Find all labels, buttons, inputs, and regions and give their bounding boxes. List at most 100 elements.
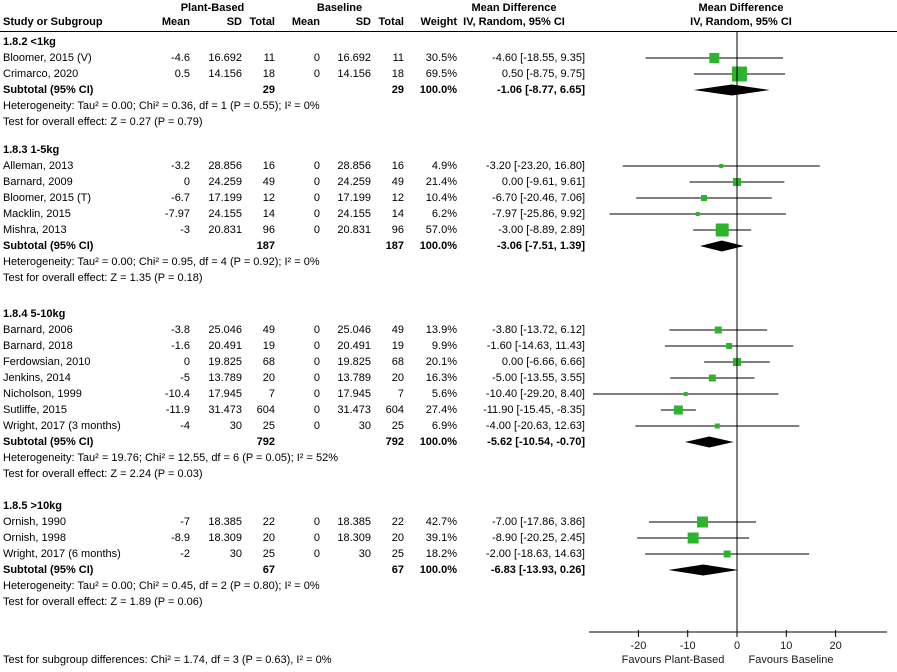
baseline-sd: 13.789: [337, 372, 371, 384]
baseline-sd: 24.155: [337, 208, 371, 220]
weight: 6.9%: [431, 420, 457, 432]
baseline-sd: 28.856: [337, 160, 371, 172]
plant-mean: 0: [183, 176, 190, 188]
plant-total: 604: [256, 404, 275, 416]
baseline-mean: 0: [313, 356, 320, 368]
subtotal-md-ci-text: -3.06 [-7.51, 1.39]: [496, 240, 585, 252]
baseline-sd: 17.945: [337, 388, 371, 400]
weight: 9.9%: [431, 340, 457, 352]
study-row: Mishra, 2013 -3 20.831 96 0 20.831 96 57.0% -3.0…: [0, 222, 897, 238]
baseline-mean: 0: [313, 52, 320, 64]
plot-subtitle: IV, Random, 95% CI: [690, 16, 792, 28]
subtotal-plant-total: 67: [262, 564, 275, 576]
md-ci-text: 0.50 [-8.75, 9.75]: [501, 68, 585, 80]
subtotal-weight: 100.0%: [419, 84, 457, 96]
weight: 4.9%: [431, 160, 457, 172]
column-header-total-2: Total: [378, 16, 404, 28]
heterogeneity-row: Heterogeneity: Tau² = 19.76; Chi² = 12.5…: [0, 450, 897, 466]
subtotal-baseline-total: 792: [385, 436, 404, 448]
weight: 42.7%: [425, 516, 457, 528]
heterogeneity-row: Heterogeneity: Tau² = 0.00; Chi² = 0.95,…: [0, 254, 897, 270]
study-row: Ornish, 1998 -8.9 18.309 20 0 18.309 20 39.1% -8…: [0, 530, 897, 546]
effect-square: [714, 423, 720, 429]
subtotal-md-ci-text: -6.83 [-13.93, 0.26]: [490, 564, 585, 576]
baseline-total: 16: [391, 160, 404, 172]
baseline-total: 7: [397, 388, 404, 400]
baseline-mean: 0: [313, 388, 320, 400]
plant-mean: 0: [183, 356, 190, 368]
weight: 20.1%: [425, 356, 457, 368]
md-ci-text: 0.00 [-6.66, 6.66]: [501, 356, 585, 368]
weight: 21.4%: [425, 176, 457, 188]
baseline-sd: 18.385: [337, 516, 371, 528]
subtotal-baseline-total: 67: [391, 564, 404, 576]
md-ci-text: -4.60 [-18.55, 9.35]: [492, 52, 585, 64]
effect-square: [715, 223, 729, 237]
heterogeneity-text: Heterogeneity: Tau² = 0.00; Chi² = 0.45,…: [3, 580, 320, 592]
md-ci-text: -2.00 [-18.63, 14.63]: [485, 548, 585, 560]
baseline-sd: 30: [358, 548, 371, 560]
study-name: Macklin, 2015: [3, 208, 71, 220]
overall-effect-row: Test for overall effect: Z = 1.89 (P = 0…: [0, 594, 897, 610]
effect-square: [731, 66, 747, 82]
subtotal-row: Subtotal (95% CI) 67 67 100.0% -6.83 [-13.93…: [0, 562, 897, 578]
baseline-total: 11: [392, 52, 404, 64]
study-name: Barnard, 2006: [3, 324, 73, 336]
column-header-sd-2: SD: [355, 16, 371, 28]
effect-square: [700, 195, 707, 201]
weight: 57.0%: [425, 224, 457, 236]
baseline-sd: 24.259: [337, 176, 371, 188]
plant-sd: 14.156: [208, 68, 242, 80]
baseline-mean: 0: [313, 516, 320, 528]
plant-total: 49: [262, 176, 275, 188]
plant-total: 25: [262, 420, 275, 432]
plant-total: 22: [262, 516, 275, 528]
md-ci-text: -4.00 [-20.63, 12.63]: [485, 420, 585, 432]
study-row: Ferdowsian, 2010 0 19.825 68 0 19.825 68 20.1% 0…: [0, 354, 897, 370]
baseline-mean: 0: [313, 176, 320, 188]
column-header-md-ci: IV, Random, 95% CI: [463, 16, 565, 28]
study-name: Bloomer, 2015 (T): [3, 192, 92, 204]
md-ci-text: -3.00 [-8.89, 2.89]: [498, 224, 585, 236]
study-name: Alleman, 2013: [3, 160, 74, 172]
md-ci-text: -10.40 [-29.20, 8.40]: [485, 388, 585, 400]
baseline-total: 14: [391, 208, 404, 220]
plant-mean: -10.4: [164, 388, 190, 400]
plant-sd: 18.385: [208, 516, 242, 528]
heterogeneity-row: Heterogeneity: Tau² = 0.00; Chi² = 0.45,…: [0, 578, 897, 594]
baseline-sd: 17.199: [337, 192, 371, 204]
plant-mean: -3: [180, 224, 190, 236]
plant-mean: -4.6: [171, 52, 190, 64]
effect-square: [696, 516, 708, 528]
plant-sd: 20.831: [208, 224, 242, 236]
baseline-mean: 0: [313, 324, 320, 336]
column-group-mean-difference: Mean Difference: [471, 2, 557, 14]
baseline-sd: 16.692: [337, 52, 371, 64]
baseline-total: 18: [391, 68, 404, 80]
baseline-total: 68: [391, 356, 404, 368]
subtotal-diamond: [693, 84, 770, 96]
subtotal-label: Subtotal (95% CI): [3, 240, 94, 252]
overall-effect-text: Test for overall effect: Z = 0.27 (P = 0…: [3, 116, 203, 128]
weight: 18.2%: [425, 548, 457, 560]
study-name: Sutliffe, 2015: [3, 404, 68, 416]
subtotal-baseline-total: 187: [385, 240, 404, 252]
study-name: Barnard, 2018: [3, 340, 73, 352]
plant-total: 7: [268, 388, 275, 400]
baseline-mean: 0: [313, 160, 320, 172]
baseline-total: 20: [391, 532, 404, 544]
study-row: Wright, 2017 (6 months) -2 30 25 0 30 25 18.2% -…: [0, 546, 897, 562]
study-row: Alleman, 2013 -3.2 28.856 16 0 28.856 16 4.9% -3…: [0, 158, 897, 174]
column-group-baseline: Baseline: [316, 2, 363, 14]
effect-square: [695, 212, 700, 216]
x-axis-tick-label: -10: [680, 640, 696, 652]
baseline-sd: 14.156: [337, 68, 371, 80]
plant-sd: 28.856: [208, 160, 242, 172]
study-name: Bloomer, 2015 (V): [3, 52, 92, 64]
weight: 16.3%: [425, 372, 457, 384]
baseline-mean: 0: [313, 372, 320, 384]
baseline-total: 96: [391, 224, 404, 236]
plant-mean: -1.6: [171, 340, 190, 352]
md-ci-text: -8.90 [-20.25, 2.45]: [492, 532, 585, 544]
